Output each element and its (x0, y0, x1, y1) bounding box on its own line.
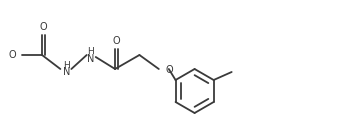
Text: O: O (39, 22, 47, 32)
Text: O: O (112, 36, 120, 46)
Text: H: H (63, 61, 70, 70)
Text: O: O (166, 65, 174, 75)
Text: O: O (8, 50, 16, 60)
Text: N: N (63, 67, 70, 77)
Text: H: H (87, 47, 94, 56)
Text: N: N (87, 54, 94, 64)
